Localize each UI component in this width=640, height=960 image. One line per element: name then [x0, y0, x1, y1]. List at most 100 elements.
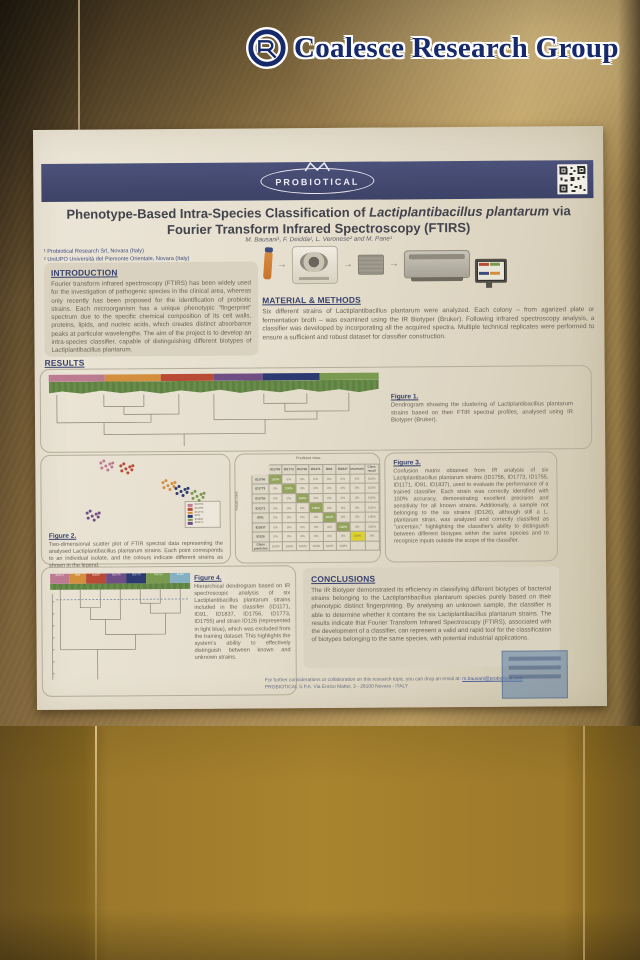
wall-lower	[0, 726, 640, 960]
matrix-cell: 0%	[336, 512, 350, 522]
matrix-cell: 0%	[295, 502, 310, 513]
scatter-point	[202, 492, 206, 496]
matrix-cell: 100%	[322, 541, 337, 551]
matrix-cell: 100%	[268, 541, 283, 552]
scatter-point	[186, 486, 190, 490]
results-heading: RESULTS	[44, 357, 85, 368]
matrix-cell: 0%	[336, 493, 350, 503]
matrix-cell: 0%	[309, 483, 323, 494]
figure1-panel: Figure 1. Dendrogram showing the cluster…	[39, 365, 593, 453]
methods-body: Six different strains of Lactiplantibaci…	[262, 306, 595, 342]
introduction-section: INTRODUCTION Fourier transform infrared …	[43, 261, 259, 357]
workflow-diagram: → → →	[263, 236, 596, 292]
legend-color-chip	[187, 507, 193, 511]
arrow-icon: →	[388, 258, 399, 270]
introduction-heading: INTRODUCTION	[50, 267, 118, 278]
legend-color-chip	[187, 515, 193, 518]
strain-color-segment	[213, 373, 264, 381]
scatter-point	[173, 480, 177, 484]
methods-section: MATERIAL & METHODS Six different strains…	[262, 293, 594, 343]
title-species: Lactiplantibacillus plantarum	[369, 203, 550, 220]
legend-color-chip	[187, 504, 193, 507]
scatter-point	[175, 491, 179, 495]
strain-color-segment	[48, 374, 105, 382]
figure1-label: Figure 1.	[390, 393, 419, 401]
matrix-col-header: ID1837	[335, 464, 350, 474]
scatter-point	[124, 466, 128, 470]
matrix-cell: 100%	[322, 512, 337, 523]
matrix-actual-label: Actual class	[234, 491, 239, 511]
matrix-cell: 100%	[364, 473, 379, 484]
matrix-cell: 0%	[322, 502, 337, 513]
matrix-cell: 0%	[322, 483, 337, 494]
figure2-scatter-plot: ID1756 ID1755 ID1773 ID91 ID1837 ID1171	[44, 458, 226, 531]
scatter-point	[122, 461, 126, 466]
matrix-cell: 0%	[268, 512, 283, 523]
matrix-cell: 0%	[349, 512, 365, 522]
matrix-cell: 100%	[364, 492, 380, 503]
affiliation-1: ¹ Probiotical Research Srl, Novara (Ital…	[43, 248, 144, 255]
matrix-predicted-label: Predicted class	[296, 455, 321, 461]
arrow-icon: →	[276, 259, 287, 271]
scatter-point	[193, 490, 197, 494]
conclusions-body: The IR Biotyper demonstrated its efficie…	[311, 585, 552, 644]
figure2-panel: ID1756 ID1755 ID1773 ID91 ID1837 ID1171 Figur…	[40, 453, 232, 569]
matrix-cell: 0%	[268, 522, 283, 533]
figure4-caption: Figure 4. Hierarchical dendrogram based …	[194, 574, 291, 662]
scatter-point	[126, 470, 130, 474]
matrix-cell: 100%	[364, 483, 380, 493]
matrix-cell: 0%	[268, 483, 283, 494]
matrix-cell: 0%	[308, 474, 323, 484]
figure4-dendrogram: ID1171 ID91 ID1837 ID1756 ID1773 ID1755 ID126	[50, 572, 191, 691]
matrix-row-header: ID1755	[252, 493, 269, 504]
scatter-point	[131, 463, 135, 467]
figure2-legend: ID1756 ID1755 ID1773 ID91 ID1837 ID1171	[184, 501, 221, 528]
scatter-point	[164, 478, 168, 482]
scatter-point	[96, 515, 100, 519]
methods-heading: MATERIAL & METHODS	[262, 294, 361, 306]
matrix-cell: 0%	[336, 502, 350, 513]
matrix-cell: 0%	[336, 531, 350, 542]
qr-code-icon	[557, 164, 588, 195]
matrix-col-header: uncertain	[349, 464, 365, 474]
figure3-matrix-panel: Predicted class Actual class ID1756 ID177…	[234, 452, 382, 564]
strain-segment-label: ID91	[75, 573, 81, 577]
matrix-cell: 100%	[364, 502, 380, 513]
matrix-cell: 0%	[309, 512, 323, 523]
matrix-cell: 0%	[268, 503, 283, 513]
figure2-caption: Figure 2. Two-dimensional scatter plot o…	[49, 532, 223, 570]
matrix-cell: 0%	[282, 503, 296, 513]
ir-biotyper-icon	[403, 249, 471, 279]
figure2-label: Figure 2.	[48, 532, 77, 540]
strain-color-segment: ID1756	[106, 573, 127, 584]
scatter-point	[162, 485, 166, 490]
strain-color-segment	[263, 373, 320, 381]
introduction-body: Fourier transform infrared spectroscopy …	[51, 279, 252, 355]
scatter-point	[177, 484, 181, 488]
strain-color-segment: ID1755	[146, 573, 171, 584]
matrix-cell: 100%	[282, 541, 297, 552]
figure4-caption-text: Hierarchical dendrogram based on IR spec…	[194, 583, 291, 661]
scatter-point	[92, 518, 96, 522]
legend-color-chip	[187, 518, 193, 522]
scatter-point	[179, 489, 183, 493]
scatter-point	[185, 490, 189, 494]
coalesce-logo-icon	[246, 27, 288, 69]
matrix-cell	[364, 540, 380, 551]
matrix-cell: 100%	[309, 502, 323, 513]
strain-segment-label: ID1171	[55, 573, 64, 577]
matrix-cell: 0%	[322, 473, 337, 484]
matrix-cell: 0%	[282, 531, 296, 542]
footer-badge	[501, 650, 568, 699]
scatter-point	[104, 464, 108, 468]
coalesce-watermark-text: Coalesce Research Group	[294, 31, 619, 64]
strain-segment-label: ID126	[176, 572, 184, 577]
conclusions-heading: CONCLUSIONS	[311, 573, 376, 585]
strain-color-segment: ID126	[170, 572, 191, 584]
sample-prep-instrument-icon	[291, 245, 339, 285]
matrix-cell: 100%	[268, 474, 283, 485]
scatter-point	[120, 468, 124, 473]
matrix-cell: 100%	[295, 493, 310, 504]
matrix-cell: 0%	[309, 531, 323, 542]
